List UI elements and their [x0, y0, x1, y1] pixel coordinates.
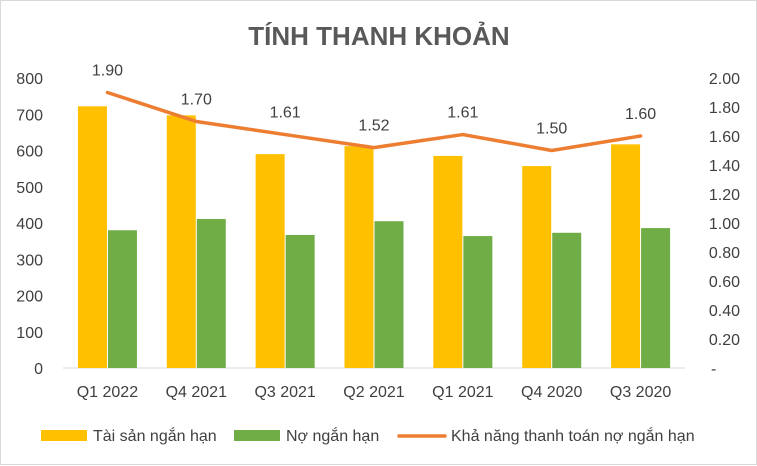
left-axis-tick-label: 700 — [16, 107, 43, 124]
bar-no-ngan-han — [641, 228, 671, 368]
bar-tai-san-ngan-han — [77, 106, 107, 369]
right-axis-tick-label: - — [711, 361, 716, 378]
line-series-group: 1.90 1.70 1.61 1.52 1.61 1.50 1.60 — [92, 63, 656, 153]
x-axis-tick-label: Q1 2022 — [77, 384, 138, 401]
line-kha-nang-thanh-toan — [105, 90, 643, 153]
x-axis-tick-label: Q1 2021 — [432, 384, 493, 401]
right-axis-tick-label: 0.80 — [709, 245, 740, 262]
right-axis-tick-label: 0.20 — [709, 332, 740, 349]
left-axis-tick-label: 0 — [34, 361, 43, 378]
x-axis-tick-label: Q3 2020 — [610, 384, 671, 401]
chart-title: TÍNH THANH KHOẢN — [248, 21, 509, 51]
bar-no-ngan-han — [374, 221, 404, 368]
x-axis-tick-label: Q4 2020 — [521, 384, 582, 401]
right-axis-tick-label: 1.40 — [709, 158, 740, 175]
legend: Tài sản ngắn hạn Nợ ngắn hạn Khả năng than… — [41, 426, 695, 445]
left-axis-tick-label: 600 — [16, 144, 43, 161]
bar-tai-san-ngan-han — [166, 115, 196, 369]
left-axis-tick-label: 800 — [16, 71, 43, 88]
right-axis: - 0.20 0.40 0.60 0.80 1.00 1.20 1.40 1.60 1.80 2.0… — [709, 71, 740, 378]
right-axis-tick-label: 1.00 — [709, 216, 740, 233]
right-axis-tick-label: 1.20 — [709, 187, 740, 204]
bar-tai-san-ngan-han — [433, 155, 463, 368]
left-axis-tick-label: 500 — [16, 180, 43, 197]
legend-item-tai-san-ngan-han: Tài sản ngắn hạn — [41, 426, 217, 445]
left-axis-tick-label: 100 — [16, 325, 43, 342]
bar-no-ngan-han — [463, 236, 493, 368]
right-axis-tick-label: 1.80 — [709, 100, 740, 117]
legend-label: Nợ ngắn hạn — [286, 426, 379, 445]
legend-swatch — [234, 430, 280, 441]
x-axis-tick-label: Q2 2021 — [343, 384, 404, 401]
legend-item-no-ngan-han: Nợ ngắn hạn — [234, 426, 379, 445]
left-axis-tick-label: 400 — [16, 216, 43, 233]
bar-no-ngan-han — [285, 234, 315, 368]
legend-item-kha-nang-thanh-toan: Khả năng thanh toán nợ ngắn hạn — [397, 426, 695, 445]
line-data-label: 1.50 — [536, 121, 567, 138]
legend-label: Tài sản ngắn hạn — [93, 426, 217, 445]
right-axis-tick-label: 1.60 — [709, 129, 740, 146]
line-data-label: 1.61 — [270, 105, 301, 122]
bar-no-ngan-han — [107, 230, 137, 368]
line-data-label: 1.70 — [181, 92, 212, 109]
x-axis-tick-label: Q4 2021 — [166, 384, 227, 401]
legend-swatch — [41, 430, 87, 441]
bar-tai-san-ngan-han — [344, 146, 374, 368]
bar-series-group — [77, 106, 671, 369]
left-axis: 0 100 200 300 400 500 600 700 800 — [16, 71, 43, 378]
bar-no-ngan-han — [552, 232, 582, 368]
bar-tai-san-ngan-han — [611, 144, 641, 368]
x-axis-labels: Q1 2022 Q4 2021 Q3 2021 Q2 2021 Q1 2021 Q4 20… — [77, 384, 672, 401]
line-data-label: 1.60 — [625, 106, 656, 123]
bar-tai-san-ngan-han — [522, 166, 552, 368]
line-data-label: 1.61 — [447, 105, 478, 122]
right-axis-tick-label: 2.00 — [709, 71, 740, 88]
bar-tai-san-ngan-han — [255, 154, 285, 368]
right-axis-tick-label: 0.60 — [709, 274, 740, 291]
right-axis-tick-label: 0.40 — [709, 303, 740, 320]
left-axis-tick-label: 300 — [16, 252, 43, 269]
left-axis-tick-label: 200 — [16, 289, 43, 306]
bar-no-ngan-han — [196, 219, 226, 368]
line-data-label: 1.52 — [358, 118, 389, 135]
line-data-label: 1.90 — [92, 63, 123, 80]
x-axis-tick-label: Q3 2021 — [254, 384, 315, 401]
legend-label: Khả năng thanh toán nợ ngắn hạn — [451, 426, 695, 445]
